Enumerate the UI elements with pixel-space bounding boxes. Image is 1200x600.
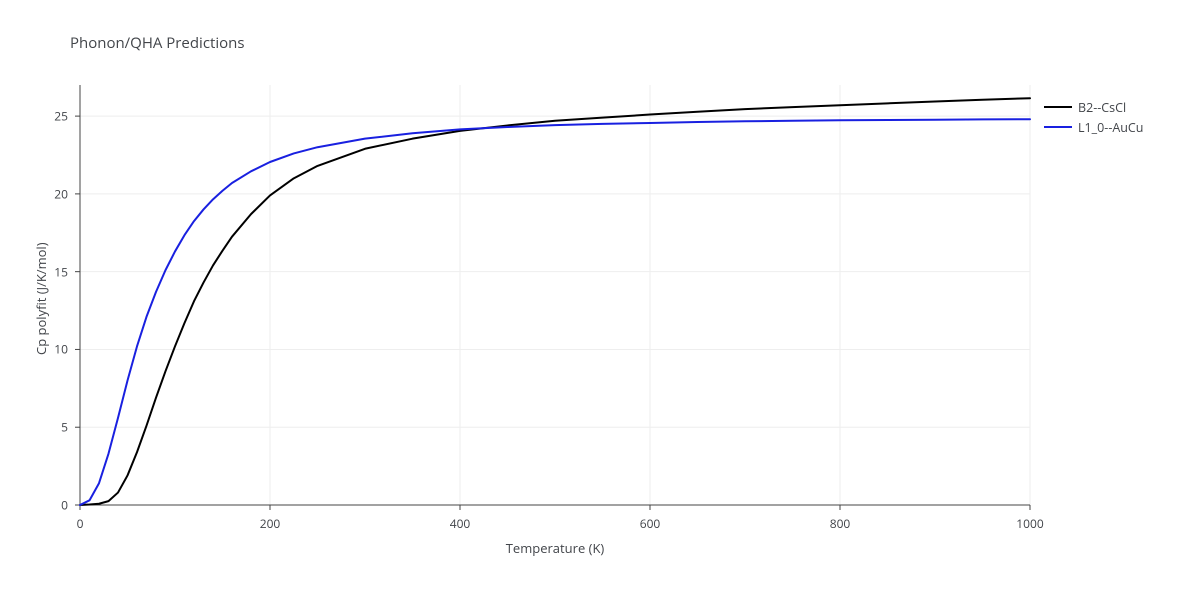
y-tick-label: 0 — [61, 497, 68, 514]
y-tick-label: 20 — [54, 185, 68, 202]
y-tick-label: 15 — [54, 263, 68, 280]
x-axis-label: Temperature (K) — [506, 539, 605, 557]
x-tick-label: 800 — [830, 515, 851, 532]
x-tick-label: 200 — [260, 515, 281, 532]
legend-label: B2--CsCl — [1078, 99, 1126, 116]
plot-area[interactable] — [70, 75, 1040, 515]
legend: B2--CsCl L1_0--AuCu — [1044, 98, 1143, 138]
series-line[interactable] — [80, 119, 1030, 505]
chart-title: Phonon/QHA Predictions — [70, 33, 245, 53]
legend-item[interactable]: B2--CsCl — [1044, 98, 1143, 116]
chart-root: Phonon/QHA Predictions Cp polyfit (J/K/m… — [0, 0, 1200, 600]
x-tick-label: 0 — [77, 515, 84, 532]
x-tick-label: 400 — [450, 515, 471, 532]
series-line[interactable] — [80, 98, 1030, 505]
legend-label: L1_0--AuCu — [1078, 119, 1143, 136]
y-tick-label: 25 — [54, 108, 68, 125]
x-tick-label: 1000 — [1016, 515, 1043, 532]
y-tick-label: 5 — [61, 419, 68, 436]
legend-item[interactable]: L1_0--AuCu — [1044, 118, 1143, 136]
y-tick-label: 10 — [54, 341, 68, 358]
x-tick-label: 600 — [640, 515, 661, 532]
legend-swatch — [1044, 126, 1072, 128]
y-axis-label: Cp polyfit (J/K/mol) — [32, 242, 50, 355]
legend-swatch — [1044, 106, 1072, 108]
